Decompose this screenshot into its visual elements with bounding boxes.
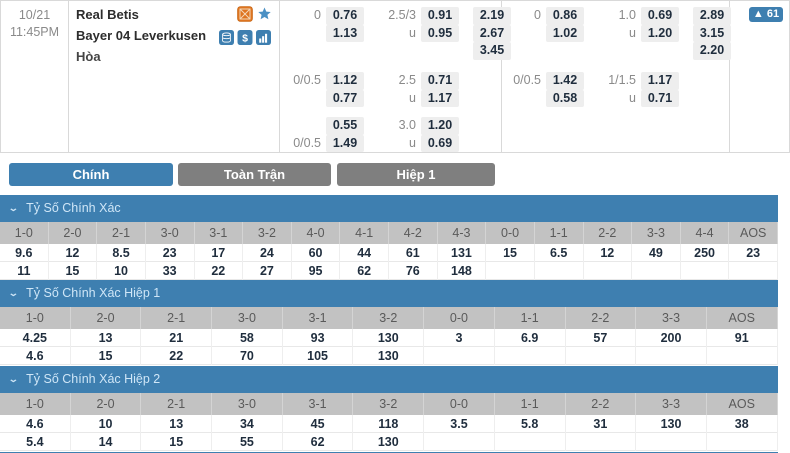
svg-text:$: $ — [242, 32, 248, 44]
